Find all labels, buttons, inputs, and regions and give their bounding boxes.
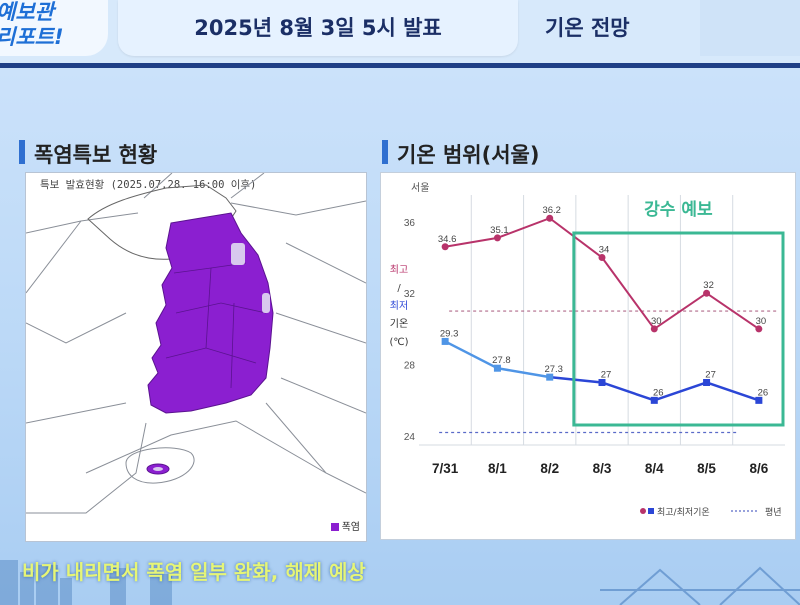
min-temp-point: [493, 364, 501, 372]
legend-label: 평년: [765, 507, 782, 518]
x-tick-label: 8/4: [645, 461, 664, 476]
non-warning-patches: [231, 243, 270, 313]
max-temp-point: [546, 214, 554, 222]
section-marker: [19, 140, 25, 164]
min-temp-label: 27: [705, 370, 716, 381]
temperature-chart: 24 28 32 36 서울 최고 / 최저 기온 (℃) 34.6 35.1 36.2 34 30 32 30…: [380, 172, 796, 540]
location-label: 서울: [411, 182, 429, 194]
max-temp-point: [441, 243, 449, 251]
min-temp-label: 27: [601, 370, 612, 381]
heatwave-swatch: [330, 523, 339, 531]
legend-max-marker: [640, 508, 646, 514]
x-tick-label: 8/2: [540, 461, 559, 476]
min-temp-label: 29.3: [440, 328, 459, 339]
legend-label: 최고/최저기온: [657, 507, 710, 518]
legend-min-marker: [648, 508, 654, 514]
logo: 예보관 리포트!: [0, 0, 64, 50]
heatwave-warning-map: 특보 발효현황 (2025.07.28. 16:00 이후): [25, 172, 367, 542]
map-legend: 폭염: [330, 518, 360, 533]
y-tick-label: 28: [404, 361, 416, 372]
min-temp-point: [598, 379, 606, 386]
logo-badge: [0, 0, 108, 56]
x-tick-label: 8/6: [749, 461, 768, 476]
max-temp-point: [493, 234, 501, 242]
max-temp-point: [650, 325, 658, 333]
precipitation-forecast-label: 강수 예보: [644, 200, 713, 220]
min-temp-label: 27.3: [544, 364, 563, 375]
min-temp-point: [546, 373, 554, 381]
y-axis-label: (℃): [389, 337, 408, 348]
y-tick-label: 24: [404, 432, 416, 443]
min-temp-point: [650, 396, 658, 404]
issue-date: 2025년 8월 3일 5시 발표: [194, 16, 442, 40]
max-temp-point: [598, 254, 606, 261]
logo-line1: 예보관: [0, 0, 54, 24]
map-legend-label: 폭염: [341, 522, 360, 533]
sea-boundaries: [26, 173, 366, 514]
max-temp-label: 35.1: [490, 225, 509, 236]
header-right-tab: [700, 0, 800, 56]
temperature-chart-svg: 24283236서울최고/최저기온(℃)34.635.136.234303230…: [389, 182, 785, 518]
max-temp-point: [755, 325, 763, 333]
date-badge: [118, 0, 518, 56]
x-tick-label: 8/5: [697, 461, 716, 476]
precipitation-forecast-box: [572, 231, 785, 427]
max-temp-label: 32: [703, 280, 714, 291]
max-temp-label: 34.6: [438, 234, 457, 245]
page-title: 기온 전망: [545, 16, 630, 40]
max-temp-label: 34: [599, 245, 610, 256]
map-section-heading: 폭염특보 현황: [34, 143, 158, 167]
x-tick-label: 8/3: [593, 461, 612, 476]
heatwave-region: [147, 212, 274, 414]
section-marker: [382, 140, 388, 164]
y-axis-label: 최고: [390, 264, 408, 276]
header-divider: [0, 63, 800, 68]
y-axis-label: /: [397, 283, 401, 294]
min-temp-label: 26: [653, 387, 664, 398]
max-temp-point: [703, 289, 711, 297]
city-skyline: [0, 560, 800, 605]
min-temp-point: [755, 396, 763, 404]
korea-map-graphic: [26, 173, 366, 514]
max-temp-label: 36.2: [542, 205, 561, 216]
min-temp-label: 26: [758, 387, 769, 398]
logo-line2: 리포트!: [0, 25, 64, 49]
x-tick-label: 7/31: [432, 461, 459, 476]
y-tick-label: 36: [404, 218, 416, 229]
map-caption: 특보 발효현황 (2025.07.28. 16:00 이후): [40, 179, 257, 191]
max-temp-label: 30: [756, 316, 767, 327]
min-temp-label: 27.8: [492, 355, 511, 366]
chart-section-heading: 기온 범위(서울): [397, 143, 540, 167]
min-temp-point: [703, 379, 711, 386]
min-temp-point: [441, 337, 449, 345]
y-tick-label: 32: [404, 289, 416, 300]
y-axis-label: 기온: [390, 318, 408, 330]
bottom-caption: 비가 내리면서 폭염 일부 완화, 해제 예상: [22, 560, 366, 584]
y-axis-label: 최저: [390, 300, 408, 312]
max-temp-label: 30: [651, 316, 662, 327]
x-tick-label: 8/1: [488, 461, 507, 476]
